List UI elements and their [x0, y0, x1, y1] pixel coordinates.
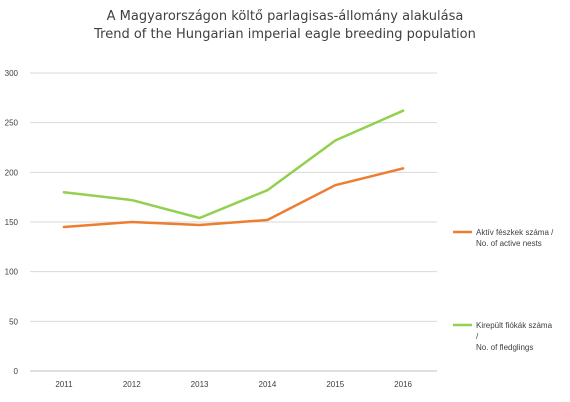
x-tick-label: 2016 [394, 380, 412, 389]
x-tick-label: 2013 [191, 380, 209, 389]
data-point [198, 217, 201, 219]
x-axis-ticks: 2011 2012 2013 2014 2015 2016 [55, 380, 412, 389]
data-point [334, 139, 337, 142]
data-point [334, 184, 337, 187]
data-point [266, 189, 269, 192]
y-tick-label: 0 [14, 367, 19, 376]
data-point [130, 221, 133, 223]
data-point [402, 167, 404, 170]
series-line-1 [62, 167, 405, 229]
x-tick-label: 2015 [326, 380, 344, 389]
chart-title: A Magyarországon költő parlagisas-állomá… [107, 9, 464, 24]
legend-label: Aktív fészkek száma / [476, 228, 554, 237]
y-tick-label: 200 [5, 168, 19, 177]
data-point [266, 219, 269, 221]
series-lines [62, 109, 405, 229]
data-point [198, 224, 201, 226]
chart-subtitle: Trend of the Hungarian imperial eagle br… [93, 27, 476, 42]
gridlines [30, 72, 437, 372]
legend-label: / [476, 332, 479, 341]
y-tick-label: 50 [9, 317, 18, 326]
legend-label: No. of fledglings [476, 343, 533, 352]
data-point [63, 191, 65, 193]
y-tick-label: 250 [5, 119, 19, 128]
data-point [63, 226, 65, 228]
data-point [402, 109, 404, 112]
legend-label: No. of active nests [476, 239, 542, 248]
x-tick-label: 2011 [55, 380, 73, 389]
legend: Aktív fészkek száma / No. of active nests… [453, 228, 554, 352]
data-point [130, 199, 133, 201]
y-tick-label: 300 [5, 69, 19, 78]
y-tick-label: 150 [5, 218, 19, 227]
series-line-2 [62, 109, 405, 220]
y-tick-label: 100 [5, 268, 19, 277]
x-tick-label: 2014 [259, 380, 277, 389]
y-axis-ticks: 0 50 100 150 200 250 300 [5, 69, 19, 376]
legend-label: Kirepült fiókák száma [476, 321, 553, 330]
x-tick-label: 2012 [123, 380, 141, 389]
